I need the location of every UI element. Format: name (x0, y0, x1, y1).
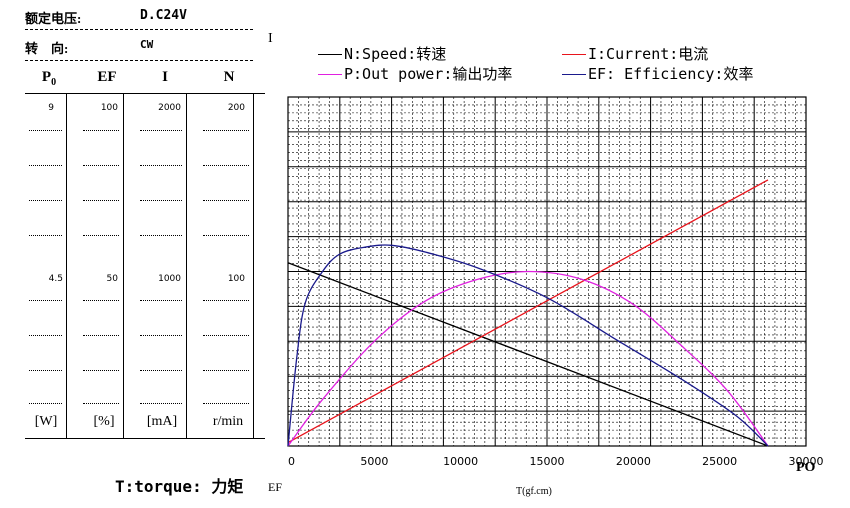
table-dotted-rule (29, 403, 62, 404)
cell-ef-top: 100 (100, 103, 118, 113)
cell-ef-mid: 50 (106, 274, 118, 284)
cell-po-top: 9 (48, 103, 54, 113)
table-dotted-rule (203, 300, 249, 301)
legend-power: P:Out power:输出功率 (318, 63, 512, 84)
x-tick-label: 25000 (702, 455, 737, 468)
rated-voltage-value: D.C24V (140, 8, 187, 23)
cell-i-mid: 1000 (158, 274, 181, 284)
table-dotted-rule (83, 300, 119, 301)
table-dotted-rule (203, 235, 249, 236)
x-tick-label: 0 (288, 455, 295, 468)
cell-i-top: 2000 (158, 103, 181, 113)
table-divider (186, 93, 187, 438)
legend-current-label: I:Current:电流 (588, 45, 709, 63)
table-dotted-rule (140, 165, 182, 166)
table-dotted-rule (140, 300, 182, 301)
legend-efficiency: EF: Efficiency:效率 (562, 63, 753, 84)
legend-current: I:Current:电流 (562, 43, 708, 64)
table-dotted-rule (140, 335, 182, 336)
table-dotted-rule (140, 235, 182, 236)
x-tick-label: 15000 (530, 455, 565, 468)
rotation-label: 转 向: (25, 41, 69, 56)
x-tick-label: 10000 (443, 455, 478, 468)
rated-voltage-label: 额定电压: (25, 11, 82, 26)
table-header-rule (25, 93, 265, 94)
table-dotted-rule (203, 335, 249, 336)
power-axis-marker: PO (796, 460, 816, 475)
legend-power-swatch (318, 74, 342, 75)
table-dotted-rule (203, 403, 249, 404)
table-dotted-rule (29, 200, 62, 201)
rotation-value: CW (140, 38, 154, 51)
table-dotted-rule (83, 335, 119, 336)
table-dotted-rule (29, 335, 62, 336)
legend-current-swatch (562, 54, 586, 55)
table-dotted-rule (29, 235, 62, 236)
table-dotted-rule (83, 370, 119, 371)
legend-efficiency-swatch (562, 74, 586, 75)
divider (25, 60, 253, 61)
unit-i: [mA] (146, 414, 178, 429)
efficiency-axis-marker: EF (268, 480, 283, 494)
speed-curve (287, 262, 769, 447)
col-header-po: P0 (41, 69, 57, 88)
legend-speed-label: N:Speed:转速 (344, 45, 447, 63)
unit-n: r/min (212, 414, 244, 429)
unit-po: [W] (34, 414, 58, 429)
x-tick-label: 5000 (360, 455, 388, 468)
divider (25, 29, 253, 30)
table-dotted-rule (203, 370, 249, 371)
table-dotted-rule (140, 130, 182, 131)
legend-speed-swatch (318, 54, 342, 55)
table-dotted-rule (83, 200, 119, 201)
table-dotted-rule (29, 165, 62, 166)
table-dotted-rule (140, 403, 182, 404)
table-bottom-rule (25, 438, 265, 439)
power-curve (287, 270, 769, 447)
legend-power-label: P:Out power:输出功率 (344, 65, 513, 83)
unit-ef: [%] (93, 414, 115, 429)
legend-speed: N:Speed:转速 (318, 43, 446, 64)
table-dotted-rule (203, 165, 249, 166)
cell-n-mid: 100 (227, 274, 245, 284)
table-divider (66, 93, 67, 438)
col-header-i: I (162, 69, 168, 85)
table-dotted-rule (140, 370, 182, 371)
torque-label: T:torque: 力矩 (115, 477, 244, 496)
col-header-ef: EF (97, 69, 117, 85)
table-dotted-rule (83, 403, 119, 404)
current-curve (287, 179, 769, 444)
col-header-n: N (223, 69, 235, 85)
efficiency-curve (287, 244, 769, 447)
table-dotted-rule (83, 165, 119, 166)
table-dotted-rule (203, 130, 249, 131)
table-dotted-rule (203, 200, 249, 201)
table-dotted-rule (140, 200, 182, 201)
table-dotted-rule (83, 235, 119, 236)
cell-n-top: 200 (227, 103, 245, 113)
table-divider (123, 93, 124, 438)
table-dotted-rule (29, 370, 62, 371)
cell-po-mid: 4.5 (48, 274, 63, 284)
table-dotted-rule (83, 130, 119, 131)
x-axis-label: T(gf.cm) (516, 486, 552, 497)
legend-efficiency-label: EF: Efficiency:效率 (588, 65, 754, 83)
x-tick-label: 20000 (616, 455, 651, 468)
table-divider (253, 93, 254, 438)
table-dotted-rule (29, 130, 62, 131)
table-dotted-rule (29, 300, 62, 301)
plot-frame (287, 96, 807, 447)
current-axis-marker: I (268, 31, 273, 46)
